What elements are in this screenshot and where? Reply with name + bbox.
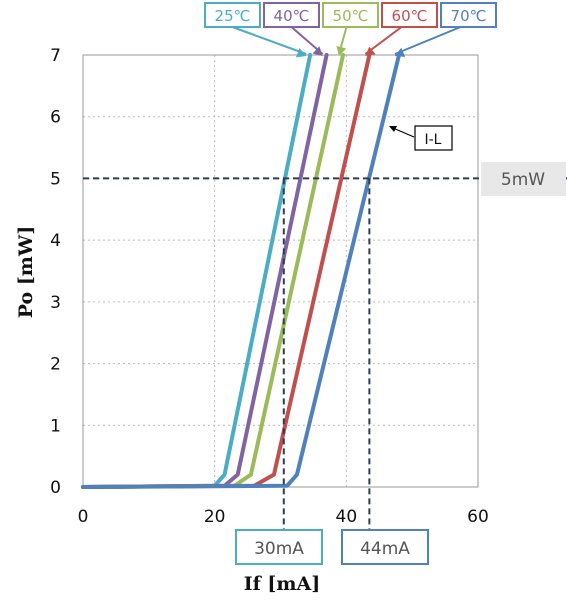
tick-labels: 0 20 40 60 0 1 2 3 4 5 6 7 [50, 46, 489, 527]
y-tick-label: 7 [50, 46, 61, 66]
callout-box-0 [204, 2, 261, 28]
callout-arrowhead-0 [295, 48, 307, 58]
x-tick-label: 40 [336, 507, 358, 527]
legend-label-2: 50℃ [333, 7, 369, 25]
legend-label-0: 25℃ [215, 7, 251, 25]
power-label-box [481, 162, 566, 196]
callout-arrowhead-3 [365, 46, 376, 56]
legend-label-1: 40℃ [274, 7, 310, 25]
il-label: I-L [425, 132, 442, 148]
current-label-box-1 [235, 529, 323, 565]
callout-box-3 [381, 2, 438, 28]
il-label-box [414, 125, 453, 151]
y-tick-label: 5 [50, 169, 61, 189]
series-curves [81, 53, 401, 489]
power-label: 5mW [501, 170, 545, 190]
callout-arrowhead-4 [395, 47, 406, 57]
y-tick-label: 6 [50, 108, 61, 128]
callout-arrowhead-1 [312, 46, 323, 56]
series-line-0 [81, 53, 313, 489]
callout-box-1 [263, 2, 320, 28]
x-tick-label: 60 [467, 507, 489, 527]
callout-box-2 [322, 2, 379, 28]
callout-box-4 [440, 2, 497, 28]
il-arrowhead [389, 126, 397, 132]
y-tick-label: 0 [50, 478, 61, 498]
series-line-4 [81, 53, 401, 489]
x-tick-label: 0 [78, 507, 89, 527]
y-tick-label: 4 [50, 231, 61, 251]
current-label-box-2 [341, 529, 429, 565]
series-line-1 [81, 53, 329, 489]
temperature-callouts: 25℃ 40℃ 50℃ 60℃ 70℃ [204, 2, 497, 58]
x-tick-label: 20 [204, 507, 226, 527]
legend-label-3: 60℃ [392, 7, 428, 25]
series-line-3 [81, 53, 372, 489]
legend-label-4: 70℃ [451, 7, 487, 25]
x-axis-title: If [mA] [244, 573, 321, 595]
callout-leader-4 [394, 26, 461, 55]
y-tick-label: 1 [50, 416, 61, 436]
current-label-1: 30mA [254, 539, 304, 559]
y-tick-label: 2 [50, 355, 61, 375]
series-line-2 [81, 53, 346, 489]
il-arrow [392, 127, 415, 138]
y-axis-title: Po [mW] [15, 226, 37, 319]
y-tick-label: 3 [50, 293, 61, 313]
current-label-2: 44mA [360, 539, 410, 559]
callout-leader-0 [232, 26, 307, 55]
callout-arrowhead-2 [336, 46, 347, 56]
